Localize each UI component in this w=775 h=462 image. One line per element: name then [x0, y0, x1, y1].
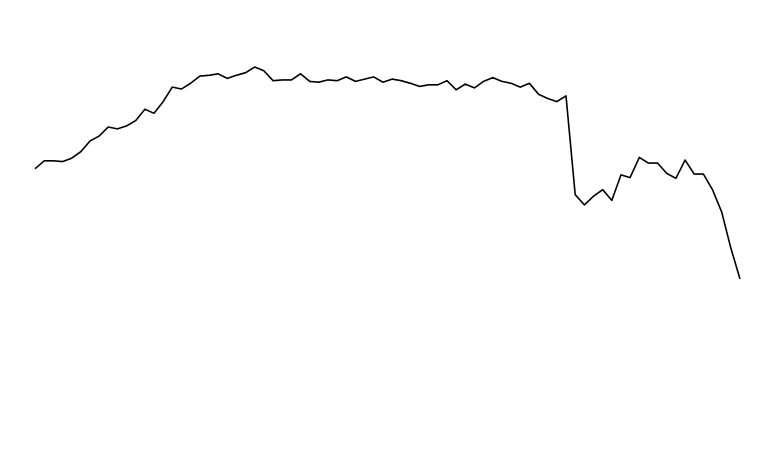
- series-line: [34, 66, 741, 280]
- plot-area: [34, 66, 741, 280]
